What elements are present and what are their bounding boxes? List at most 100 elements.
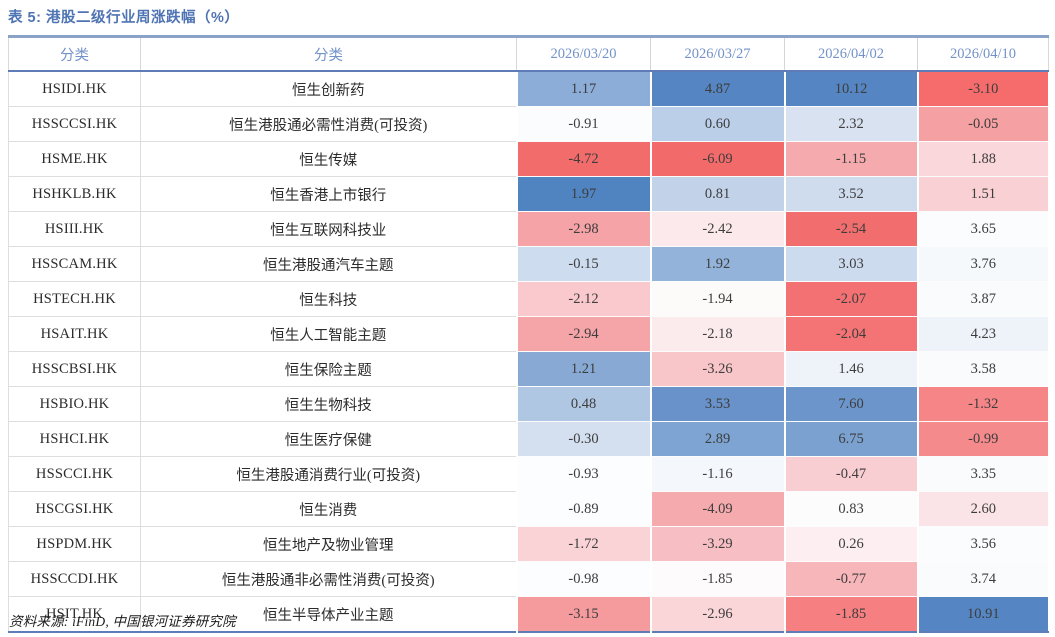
table-row: HSIII.HK 恒生互联网科技业 -2.98 -2.42 -2.54 3.65 (8, 211, 1049, 247)
value-cell: -1.15 (783, 141, 918, 177)
industry-name-cell: 恒生消费 (140, 491, 517, 527)
value-cell: 4.87 (649, 70, 785, 107)
stock-code-cell: HSSCBSI.HK (8, 351, 141, 387)
value-cell: 0.83 (783, 491, 918, 527)
value-cell: 2.89 (649, 421, 785, 457)
industry-weekly-change-table: 分类 分类 2026/03/20 2026/03/27 2026/04/02 2… (8, 35, 1049, 633)
value-cell: 2.32 (783, 106, 918, 142)
stock-code-cell: HSHCI.HK (8, 421, 141, 457)
stock-code-cell: HSSCCSI.HK (8, 106, 141, 142)
value-cell: -0.98 (515, 561, 651, 597)
value-cell: -2.54 (783, 211, 918, 247)
value-cell: 0.48 (515, 386, 651, 422)
header-date-2: 2026/03/27 (650, 36, 785, 72)
stock-code-cell: HSSCCI.HK (8, 456, 141, 492)
value-cell: -3.29 (649, 526, 785, 562)
value-cell: 3.03 (783, 246, 918, 282)
stock-code-cell: HSTECH.HK (8, 281, 141, 317)
header-category-code: 分类 (8, 36, 141, 72)
table-row: HSPDM.HK 恒生地产及物业管理 -1.72 -3.29 0.26 3.56 (8, 526, 1049, 562)
value-cell: 1.21 (515, 351, 651, 387)
value-cell: -2.12 (515, 281, 651, 317)
value-cell: 1.46 (783, 351, 918, 387)
value-cell: -0.77 (783, 561, 918, 597)
table-row: HSSCBSI.HK 恒生保险主题 1.21 -3.26 1.46 3.58 (8, 351, 1049, 387)
value-cell: -4.09 (649, 491, 785, 527)
table-row: HSIT.HK 恒生半导体产业主题 -3.15 -2.96 -1.85 10.91 (8, 596, 1049, 633)
value-cell: -3.15 (515, 596, 651, 633)
table-row: HSME.HK 恒生传媒 -4.72 -6.09 -1.15 1.88 (8, 141, 1049, 177)
value-cell: -2.07 (783, 281, 918, 317)
industry-name-cell: 恒生保险主题 (140, 351, 517, 387)
value-cell: 4.23 (916, 316, 1049, 352)
value-cell: -2.04 (783, 316, 918, 352)
value-cell: -0.05 (916, 106, 1049, 142)
value-cell: 7.60 (783, 386, 918, 422)
stock-code-cell: HSSCAM.HK (8, 246, 141, 282)
industry-name-cell: 恒生港股通消费行业(可投资) (140, 456, 517, 492)
table-body: HSIDI.HK 恒生创新药 1.17 4.87 10.12 -3.10 HSSCCSI.H… (8, 70, 1049, 633)
industry-name-cell: 恒生港股通必需性消费(可投资) (140, 106, 517, 142)
value-cell: 3.35 (916, 456, 1049, 492)
value-cell: 2.60 (916, 491, 1049, 527)
value-cell: 1.51 (916, 176, 1049, 212)
table-title: 表 5: 港股二级行业周涨跌幅（%） (8, 10, 240, 26)
value-cell: -0.99 (916, 421, 1049, 457)
source-note: 资料来源: iFinD, 中国银河证券研究院 (9, 614, 236, 629)
header-category-name: 分类 (140, 36, 517, 72)
value-cell: 3.52 (783, 176, 918, 212)
table-row: HSSCCSI.HK 恒生港股通必需性消费(可投资) -0.91 0.60 2.32 -0… (8, 106, 1049, 142)
value-cell: -2.96 (649, 596, 785, 633)
table-row: HSHKLB.HK 恒生香港上市银行 1.97 0.81 3.52 1.51 (8, 176, 1049, 212)
stock-code-cell: HSBIO.HK (8, 386, 141, 422)
industry-name-cell: 恒生人工智能主题 (140, 316, 517, 352)
value-cell: -1.32 (916, 386, 1049, 422)
value-cell: -4.72 (515, 141, 651, 177)
value-cell: -2.42 (649, 211, 785, 247)
industry-name-cell: 恒生生物科技 (140, 386, 517, 422)
value-cell: 1.88 (916, 141, 1049, 177)
value-cell: -1.16 (649, 456, 785, 492)
value-cell: -1.85 (649, 561, 785, 597)
industry-name-cell: 恒生科技 (140, 281, 517, 317)
header-date-1: 2026/03/20 (516, 36, 651, 72)
table-row: HSHCI.HK 恒生医疗保健 -0.30 2.89 6.75 -0.99 (8, 421, 1049, 457)
table-row: HSTECH.HK 恒生科技 -2.12 -1.94 -2.07 3.87 (8, 281, 1049, 317)
value-cell: -0.91 (515, 106, 651, 142)
value-cell: 10.12 (783, 70, 918, 107)
value-cell: -2.94 (515, 316, 651, 352)
table-row: HSBIO.HK 恒生生物科技 0.48 3.53 7.60 -1.32 (8, 386, 1049, 422)
value-cell: 1.17 (515, 70, 651, 107)
value-cell: 0.60 (649, 106, 785, 142)
value-cell: 3.87 (916, 281, 1049, 317)
value-cell: 3.53 (649, 386, 785, 422)
table-row: HSSCCI.HK 恒生港股通消费行业(可投资) -0.93 -1.16 -0.47 3.… (8, 456, 1049, 492)
value-cell: -2.98 (515, 211, 651, 247)
value-cell: 0.26 (783, 526, 918, 562)
table-header-row: 分类 分类 2026/03/20 2026/03/27 2026/04/02 2… (8, 36, 1049, 72)
table-row: HSAIT.HK 恒生人工智能主题 -2.94 -2.18 -2.04 4.23 (8, 316, 1049, 352)
value-cell: 3.76 (916, 246, 1049, 282)
value-cell: -0.15 (515, 246, 651, 282)
value-cell: -2.18 (649, 316, 785, 352)
value-cell: 3.74 (916, 561, 1049, 597)
industry-name-cell: 恒生地产及物业管理 (140, 526, 517, 562)
industry-name-cell: 恒生创新药 (140, 70, 517, 107)
value-cell: 3.56 (916, 526, 1049, 562)
value-cell: -0.30 (515, 421, 651, 457)
header-date-3: 2026/04/02 (784, 36, 918, 72)
value-cell: 3.58 (916, 351, 1049, 387)
industry-name-cell: 恒生港股通非必需性消费(可投资) (140, 561, 517, 597)
stock-code-cell: HSME.HK (8, 141, 141, 177)
value-cell: 3.65 (916, 211, 1049, 247)
stock-code-cell: HSSCCDI.HK (8, 561, 141, 597)
stock-code-cell: HSHKLB.HK (8, 176, 141, 212)
stock-code-cell: HSPDM.HK (8, 526, 141, 562)
value-cell: -0.93 (515, 456, 651, 492)
value-cell: -1.72 (515, 526, 651, 562)
value-cell: -3.10 (916, 70, 1049, 107)
table-row: HSIDI.HK 恒生创新药 1.17 4.87 10.12 -3.10 (8, 70, 1049, 107)
value-cell: 1.97 (515, 176, 651, 212)
industry-name-cell: 恒生互联网科技业 (140, 211, 517, 247)
value-cell: 10.91 (916, 596, 1049, 633)
